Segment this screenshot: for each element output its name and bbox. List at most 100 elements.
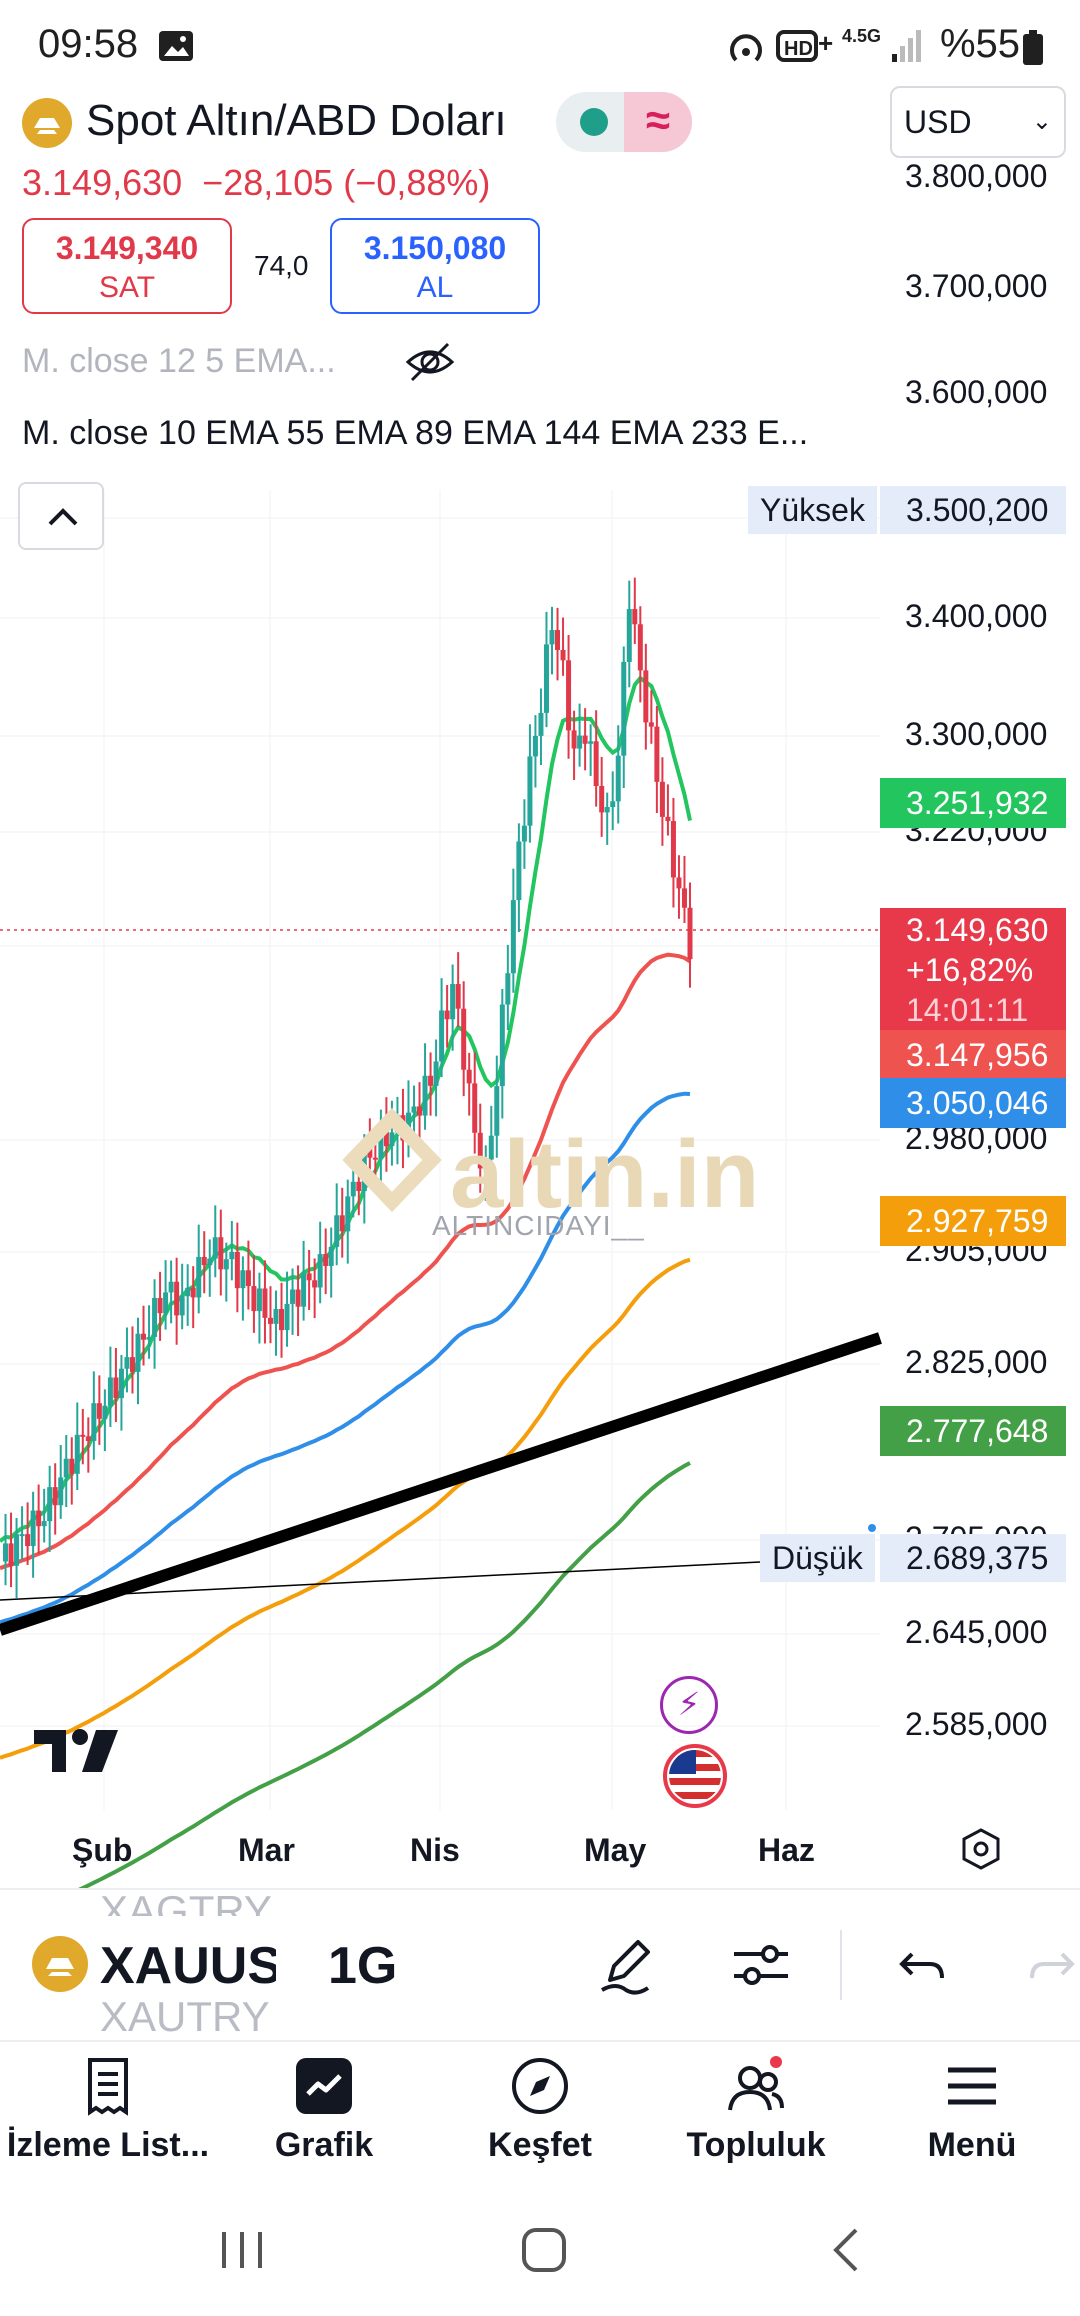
candle-body	[466, 1069, 472, 1084]
candle-body	[290, 1289, 296, 1304]
market-status-chip[interactable]: ≈	[556, 92, 692, 152]
candle-body	[626, 609, 632, 662]
signal-icon	[892, 30, 921, 62]
toolbar-separator	[840, 1930, 842, 2000]
chevron-up-icon	[48, 508, 78, 526]
candle-body	[665, 816, 671, 822]
candle-body	[494, 1086, 500, 1136]
battery-text: %55	[939, 22, 1020, 66]
home-icon[interactable]	[514, 2220, 574, 2280]
last-price: 3.149,630	[22, 162, 183, 203]
community-icon	[728, 2056, 784, 2111]
gold-symbol-logo	[22, 98, 72, 148]
hidden-indicator-legend[interactable]: M. close 12 5 EMA...	[22, 342, 336, 380]
chart-grid	[0, 490, 880, 1810]
nav-label: İzleme List...	[6, 2126, 210, 2164]
recent-apps-icon[interactable]	[212, 2220, 272, 2280]
candle-body	[279, 1309, 285, 1331]
drawing-pen-icon[interactable]	[596, 1934, 658, 1996]
candle-body	[654, 726, 660, 782]
low-price-tag: 2.689,375	[880, 1534, 1066, 1582]
nav-community[interactable]: Topluluk	[648, 2056, 864, 2176]
time-axis-label: May	[584, 1832, 647, 1868]
candle-body	[577, 735, 583, 749]
candle-body	[505, 973, 511, 1005]
sell-button[interactable]: 3.149,340 SAT	[22, 218, 232, 314]
delayed-data-icon: ≈	[624, 92, 692, 152]
candle-body	[417, 1106, 423, 1116]
candle-body	[174, 1281, 180, 1316]
last-price-tag-change: +16,82%	[906, 952, 1034, 988]
candle-body	[30, 1510, 36, 1547]
candle-body	[19, 1534, 25, 1537]
price-chart[interactable]	[0, 470, 1080, 1890]
candle-body	[129, 1357, 135, 1372]
price-tick-label: 3.400,000	[905, 598, 1048, 634]
interval-selector[interactable]: 1G	[328, 1937, 398, 1995]
time-axis-label: Haz	[758, 1832, 815, 1868]
candle-body	[113, 1377, 119, 1399]
symbol-title[interactable]: Spot Altın/ABD Doları	[86, 96, 507, 145]
point-marker	[868, 1524, 876, 1532]
price-change: −28,105 (−0,88%)	[202, 162, 491, 203]
candle-body	[472, 1083, 478, 1133]
candle-body	[234, 1251, 240, 1289]
battery-icon	[1023, 30, 1043, 65]
candle-body	[295, 1289, 301, 1307]
lightning-icon[interactable]: ⚡	[660, 1676, 718, 1734]
undo-icon[interactable]	[892, 1934, 954, 1996]
time-axis-label: Mar	[238, 1832, 295, 1868]
currency-select[interactable]: USD ⌄	[890, 86, 1066, 158]
candle-body	[163, 1292, 169, 1314]
candle-body	[599, 786, 605, 813]
eye-off-icon[interactable]	[404, 340, 456, 384]
price-tick-label: 2.585,000	[905, 1706, 1048, 1742]
indicators-sliders-icon[interactable]	[730, 1934, 792, 1996]
sell-price: 3.149,340	[55, 230, 199, 266]
prev-symbol: XAGTRY	[100, 1887, 272, 1916]
candle-body	[96, 1403, 102, 1419]
candle-body	[135, 1333, 141, 1372]
nav-chart[interactable]: Grafik	[216, 2056, 432, 2176]
candle-body	[488, 1135, 494, 1160]
ema-line	[0, 1091, 691, 1625]
nav-explore[interactable]: Keşfet	[432, 2056, 648, 2176]
last-price-tag-price: 3.149,630	[906, 912, 1049, 948]
candle-body	[483, 1159, 489, 1169]
ema-line	[0, 952, 692, 1571]
candle-body	[245, 1270, 251, 1287]
candle-body	[345, 1196, 351, 1232]
candle-body	[212, 1237, 218, 1259]
chart-settings-icon[interactable]	[960, 1828, 1002, 1870]
candle-body	[681, 888, 687, 908]
candle-body	[428, 1075, 434, 1086]
low-label: Düşük	[760, 1534, 875, 1582]
ema10-tag: 3.251,932	[880, 778, 1066, 828]
compass-icon	[512, 2058, 568, 2114]
nav-menu[interactable]: Menü	[864, 2056, 1080, 2176]
chart-icon	[296, 2058, 352, 2114]
us-flag-icon[interactable]	[660, 1744, 730, 1808]
redo-icon[interactable]	[1030, 1934, 1080, 1996]
nav-watchlist[interactable]: İzleme List...	[0, 2056, 216, 2176]
price-tick-label: 3.700,000	[905, 268, 1048, 304]
collapse-legend-button[interactable]	[18, 482, 104, 550]
candle-body	[251, 1286, 257, 1312]
svg-text:+: +	[818, 28, 833, 58]
candle-body	[615, 755, 621, 802]
status-bar: 09:58 HD + 4.5G %55	[0, 0, 1080, 90]
candle-body	[317, 1254, 323, 1288]
candle-body	[439, 1010, 445, 1062]
candle-body	[74, 1434, 80, 1474]
ema-line	[0, 1257, 691, 1760]
price-tick-label: 2.825,000	[905, 1344, 1048, 1380]
symbol-selector[interactable]: XAUUSD	[100, 1937, 276, 1995]
buy-label: AL	[416, 271, 454, 304]
indicator-legend[interactable]: M. close 10 EMA 55 EMA 89 EMA 144 EMA 23…	[22, 414, 809, 452]
price-tick-label: 3.600,000	[905, 374, 1048, 410]
candle-body	[433, 1061, 439, 1086]
back-icon[interactable]	[818, 2220, 878, 2280]
buy-button[interactable]: 3.150,080 AL	[330, 218, 540, 314]
candle-body	[262, 1288, 268, 1318]
candle-body	[383, 1125, 389, 1147]
